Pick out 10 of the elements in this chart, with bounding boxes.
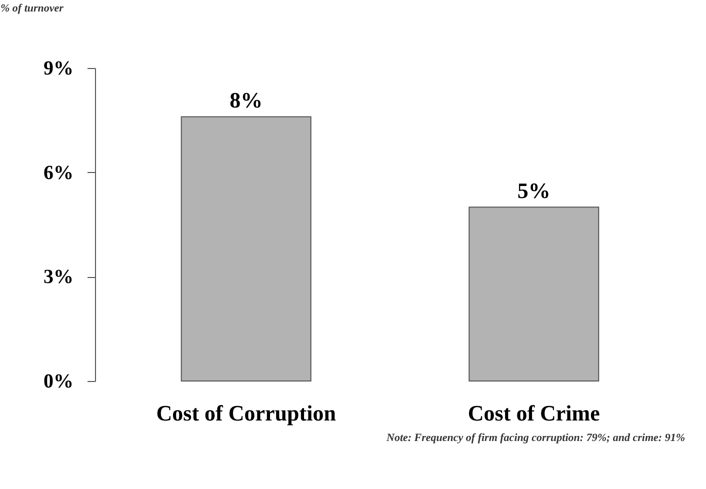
data-label: 8% xyxy=(230,88,263,113)
y-tick-label: 9% xyxy=(44,58,74,80)
y-tick-label: 3% xyxy=(44,266,74,288)
y-tick-label: 0% xyxy=(44,370,74,392)
x-tick-label: Cost of Corruption xyxy=(156,400,336,426)
data-label: 5% xyxy=(517,178,550,204)
y-tick-label: 6% xyxy=(44,162,74,184)
text: Note: Frequency of firm facing corruption: 79%; and crime: 91% xyxy=(386,432,685,444)
y-axis-title: % of turnover xyxy=(0,2,64,14)
x-tick-label: Cost of Crime xyxy=(468,400,600,426)
